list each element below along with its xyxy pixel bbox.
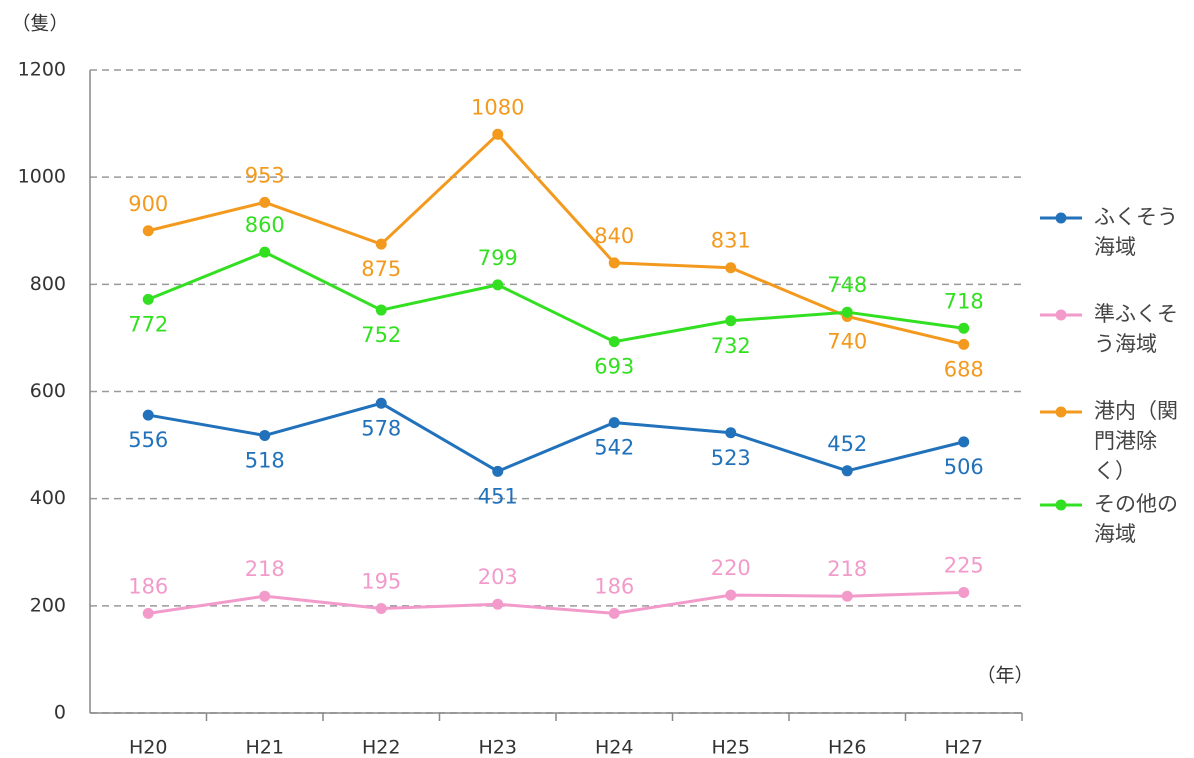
- point: [725, 315, 737, 327]
- value-label: 203: [478, 565, 518, 589]
- value-label: 506: [944, 455, 984, 479]
- value-label: 186: [594, 574, 634, 598]
- value-label: 451: [478, 484, 518, 508]
- legend-item: 準ふくそう海域: [1094, 302, 1178, 356]
- value-label: 740: [827, 329, 867, 353]
- value-label: 542: [594, 436, 634, 460]
- point: [375, 304, 387, 316]
- y-tick-label: 200: [30, 594, 66, 616]
- point: [492, 465, 504, 477]
- value-label: 186: [128, 574, 168, 598]
- y-tick-label: 0: [54, 702, 66, 724]
- point: [142, 225, 154, 237]
- point: [725, 262, 737, 274]
- point: [958, 586, 970, 598]
- legend-marker: [1055, 406, 1067, 418]
- value-label: 556: [128, 428, 168, 452]
- value-label: 218: [827, 557, 867, 581]
- point: [142, 409, 154, 421]
- point: [375, 238, 387, 250]
- point: [259, 429, 271, 441]
- point: [608, 336, 620, 348]
- x-tick-label: H21: [246, 737, 284, 758]
- legend-item: ふくそう海域: [1094, 205, 1178, 259]
- value-label: 772: [128, 312, 168, 336]
- y-axis-label: （隻）: [11, 13, 68, 35]
- point: [725, 589, 737, 601]
- legend-label: 港内（関門港除く）: [1094, 399, 1178, 483]
- x-tick-label: H26: [828, 737, 866, 758]
- value-label: 718: [944, 289, 984, 313]
- value-label: 688: [944, 357, 984, 381]
- series-line: [147, 250, 964, 344]
- point: [608, 417, 620, 429]
- point: [958, 338, 970, 350]
- point: [142, 293, 154, 305]
- value-label: 860: [245, 213, 285, 237]
- value-label: 840: [594, 224, 634, 248]
- value-label: 1080: [471, 95, 524, 119]
- point: [608, 257, 620, 269]
- point: [492, 598, 504, 610]
- point: [375, 397, 387, 409]
- point: [142, 607, 154, 619]
- value-label: 748: [827, 273, 867, 297]
- x-tick-label: H24: [595, 737, 633, 758]
- series-line: [147, 401, 965, 474]
- point: [492, 279, 504, 291]
- point: [492, 128, 504, 140]
- value-label: 225: [944, 553, 984, 577]
- x-tick-label: H22: [362, 737, 400, 758]
- x-tick-label: H23: [479, 737, 517, 758]
- value-label: 799: [478, 246, 518, 270]
- point: [259, 246, 271, 258]
- value-label: 831: [711, 229, 751, 253]
- point: [841, 306, 853, 318]
- x-tick-label: H25: [712, 737, 750, 758]
- value-label: 900: [128, 192, 168, 216]
- point: [958, 322, 970, 334]
- value-label: 732: [711, 334, 751, 358]
- value-label: 523: [711, 446, 751, 470]
- legend-item: その他の海域: [1094, 492, 1178, 546]
- series-line: [148, 590, 964, 615]
- legend-item: 港内（関門港除く）: [1094, 399, 1178, 483]
- value-label: 752: [361, 323, 401, 347]
- legend-label: その他の海域: [1094, 492, 1178, 546]
- y-tick-label: 600: [30, 380, 66, 402]
- y-tick-label: 1200: [18, 59, 66, 81]
- x-tick-label: H27: [945, 737, 983, 758]
- point: [958, 436, 970, 448]
- point: [375, 603, 387, 615]
- value-label: 875: [361, 257, 401, 281]
- value-label: 195: [361, 570, 401, 594]
- point: [259, 196, 271, 208]
- value-label: 218: [245, 557, 285, 581]
- point: [725, 427, 737, 439]
- value-label: 953: [245, 163, 285, 187]
- series-line: [147, 132, 965, 346]
- point: [608, 607, 620, 619]
- value-label: 578: [361, 416, 401, 440]
- y-tick-label: 1000: [18, 166, 66, 188]
- legend-label: ふくそう海域: [1094, 205, 1178, 259]
- value-label: 693: [594, 355, 634, 379]
- legend-marker: [1055, 212, 1067, 224]
- point: [841, 465, 853, 477]
- value-label: 452: [827, 432, 867, 456]
- x-axis-label: （年）: [976, 665, 1033, 687]
- point: [259, 590, 271, 602]
- y-tick-label: 800: [30, 273, 66, 295]
- legend-label: 準ふくそう海域: [1094, 302, 1178, 356]
- x-tick-label: H20: [129, 737, 167, 758]
- value-label: 220: [711, 556, 751, 580]
- legend-marker: [1055, 309, 1067, 321]
- point: [841, 590, 853, 602]
- legend-marker: [1055, 499, 1067, 511]
- y-tick-label: 400: [30, 487, 66, 509]
- value-label: 518: [245, 448, 285, 472]
